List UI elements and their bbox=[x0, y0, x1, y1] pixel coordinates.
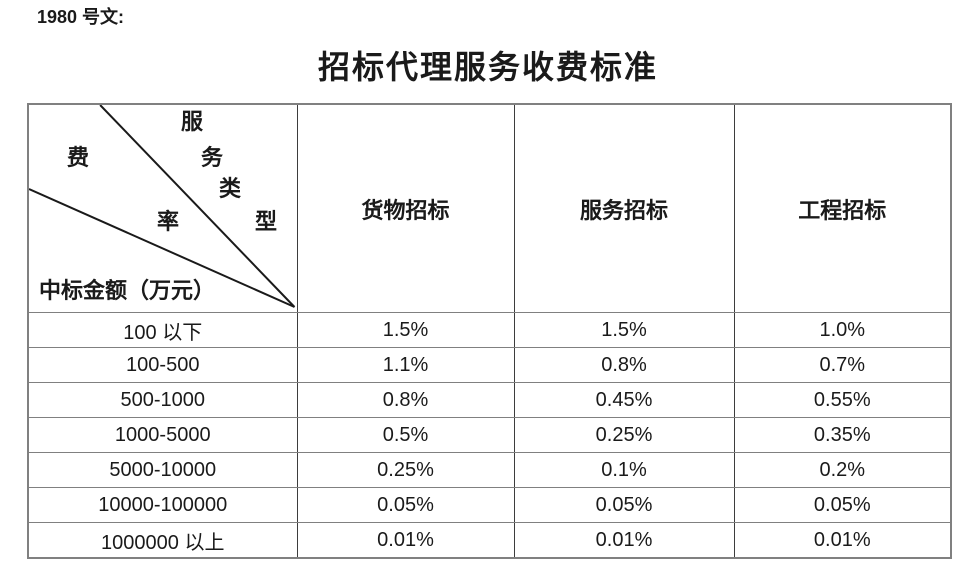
doc-ref: 1980 号文: bbox=[37, 7, 125, 27]
fee-value-cell: 0.5% bbox=[296, 417, 515, 453]
row-range-cell: 10000-100000 bbox=[27, 487, 298, 523]
fee-value-cell: 0.05% bbox=[513, 487, 735, 523]
fee-value-cell: 0.05% bbox=[733, 487, 952, 523]
service-type-char: 类 bbox=[218, 176, 242, 201]
fee-value-cell: 0.25% bbox=[296, 452, 515, 488]
table-row: 100-500 1.1% 0.8% 0.7% bbox=[27, 347, 952, 383]
fee-value-cell: 1.5% bbox=[513, 312, 735, 348]
table-row: 500-1000 0.8% 0.45% 0.55% bbox=[27, 382, 952, 418]
fee-value-cell: 0.05% bbox=[296, 487, 515, 523]
table-row: 1000-5000 0.5% 0.25% 0.35% bbox=[27, 417, 952, 453]
fee-value-cell: 0.01% bbox=[513, 522, 735, 559]
fee-value-cell: 1.5% bbox=[296, 312, 515, 348]
fee-value-cell: 0.8% bbox=[296, 382, 515, 418]
fee-value-cell: 0.01% bbox=[296, 522, 515, 559]
amount-label: 中标金额（万元） bbox=[39, 278, 216, 303]
fee-value-cell: 0.1% bbox=[513, 452, 735, 488]
fee-value-cell: 0.55% bbox=[733, 382, 952, 418]
fee-value-cell: 1.1% bbox=[296, 347, 515, 383]
diagonal-lines bbox=[29, 105, 296, 308]
row-range-cell: 5000-10000 bbox=[27, 452, 298, 488]
table-row: 100 以下 1.5% 1.5% 1.0% bbox=[27, 312, 952, 348]
table-row: 5000-10000 0.25% 0.1% 0.2% bbox=[27, 452, 952, 488]
header-row: 服 务 类 型 费 率 中标金额（万元） 货物招标 服务招标 工程招标 bbox=[27, 103, 952, 313]
service-type-char: 务 bbox=[200, 145, 224, 170]
row-range-cell: 1000000 以上 bbox=[27, 522, 298, 559]
page-title: 招标代理服务收费标准 bbox=[317, 49, 658, 85]
row-range-cell: 500-1000 bbox=[27, 382, 298, 418]
fee-value-cell: 0.7% bbox=[733, 347, 952, 383]
column-header-service: 服务招标 bbox=[513, 103, 735, 313]
corner-cell: 服 务 类 型 费 率 中标金额（万元） bbox=[27, 103, 298, 313]
diagonal-line-upper bbox=[99, 105, 296, 308]
fee-rate-char: 率 bbox=[156, 209, 180, 234]
column-header-engineering: 工程招标 bbox=[733, 103, 952, 313]
fee-value-cell: 0.2% bbox=[733, 452, 952, 488]
fee-table: 服 务 类 型 费 率 中标金额（万元） 货物招标 服务招标 工程招标 100 … bbox=[27, 103, 952, 559]
column-header-goods: 货物招标 bbox=[296, 103, 515, 313]
fee-value-cell: 0.8% bbox=[513, 347, 735, 383]
fee-value-cell: 0.45% bbox=[513, 382, 735, 418]
row-range-cell: 100 以下 bbox=[27, 312, 298, 348]
diagonal-line-lower bbox=[29, 188, 295, 308]
table-row: 1000000 以上 0.01% 0.01% 0.01% bbox=[27, 522, 952, 559]
fee-value-cell: 0.25% bbox=[513, 417, 735, 453]
fee-value-cell: 0.01% bbox=[733, 522, 952, 559]
service-type-char: 型 bbox=[254, 209, 278, 234]
service-type-char: 服 bbox=[180, 109, 204, 134]
fee-value-cell: 1.0% bbox=[733, 312, 952, 348]
row-range-cell: 1000-5000 bbox=[27, 417, 298, 453]
table-row: 10000-100000 0.05% 0.05% 0.05% bbox=[27, 487, 952, 523]
fee-rate-char: 费 bbox=[66, 145, 90, 170]
row-range-cell: 100-500 bbox=[27, 347, 298, 383]
fee-value-cell: 0.35% bbox=[733, 417, 952, 453]
